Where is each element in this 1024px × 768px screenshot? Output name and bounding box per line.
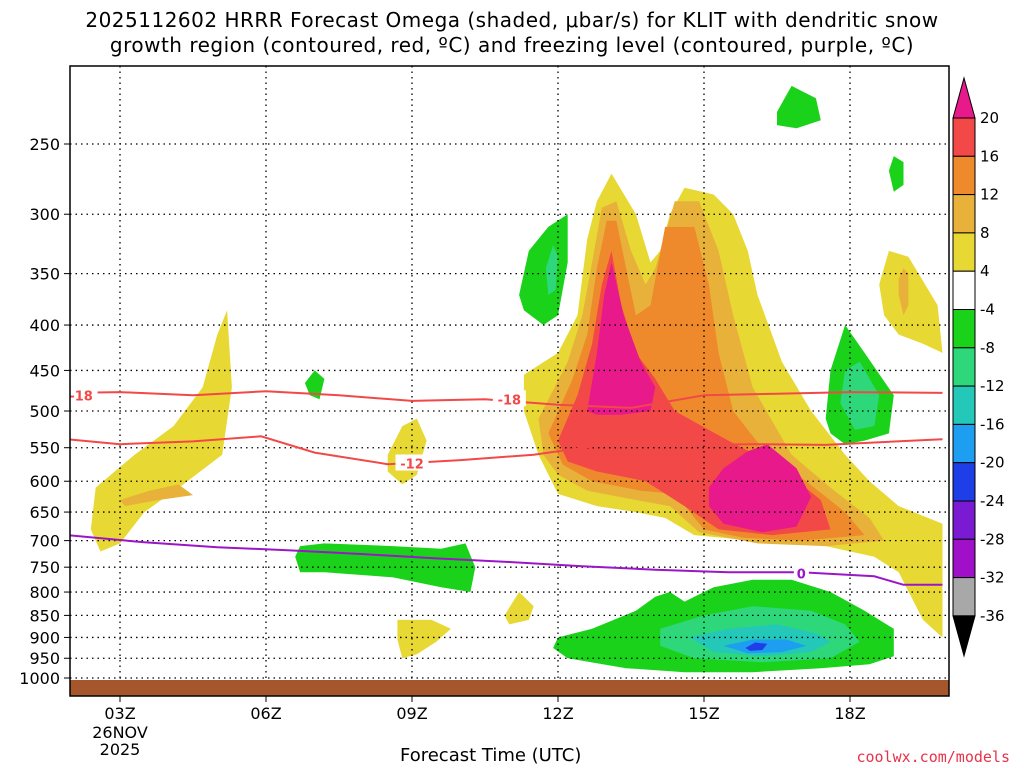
colorbar-top-arrow	[952, 76, 976, 119]
x-tick-label-06Z: 06Z	[250, 704, 281, 723]
colorbar-bin-12-to-8	[952, 347, 976, 387]
colorbar-label-32: -32	[980, 569, 1005, 587]
x-tick-label-12Z: 12Z	[542, 704, 573, 723]
y-tick-label-500: 500	[29, 402, 60, 421]
date-label-line-2: 2025	[100, 740, 141, 759]
y-tick-label-600: 600	[29, 472, 60, 491]
y-tick-label-1000: 1000	[19, 669, 60, 688]
y-tick-label-650: 650	[29, 503, 60, 522]
omega-region-upper-right-pocket	[879, 250, 943, 353]
y-tick-label-900: 900	[29, 628, 60, 647]
colorbar-label-24: -24	[980, 492, 1005, 510]
omega-region-08z-09z-low-level-pocket	[397, 619, 451, 659]
colorbar-label-36: -36	[980, 607, 1005, 625]
date-label-line-1: 26NOV	[92, 723, 148, 742]
colorbar-bin-20-to-16	[952, 423, 976, 464]
contour-freezing-level-0-c	[70, 534, 943, 586]
y-tick-label-550: 550	[29, 439, 60, 458]
colorbar-bin-4-to-8	[952, 232, 976, 272]
y-tick-label-300: 300	[29, 205, 60, 224]
colorbar: 20 16 12 8 4 -4 -8 -12 -16 -20 -24 -28 -32 -36	[952, 76, 1005, 658]
omega-region-upper-right-core	[898, 268, 909, 316]
y-tick-label-350: 350	[29, 265, 60, 284]
colorbar-label-8: -8	[980, 339, 995, 357]
plot-frame	[69, 65, 950, 697]
omega-region-sinking-19z-top	[888, 156, 904, 192]
colorbar-label-16: 16	[980, 147, 999, 165]
omega-region-03z-peak	[120, 484, 193, 507]
contour-label-dendritic-18-c-1: -18	[498, 393, 522, 408]
colorbar-bottom-arrow	[952, 615, 976, 658]
x-tick-label-15Z: 15Z	[688, 704, 719, 723]
colorbar-label-8: 8	[980, 224, 990, 242]
colorbar-label-4: -4	[980, 301, 995, 319]
colorbar-bin-4-to-4	[952, 270, 976, 311]
ground-surface	[70, 680, 949, 696]
omega-region-sinking-11z-12z-upper	[519, 214, 568, 325]
colorbar-bin-12-to-16	[952, 155, 976, 196]
omega-region-rising-motion-band-03z-05z-400-720-mb	[90, 310, 232, 552]
contour-label-dendritic-12-c-0: -12	[400, 457, 424, 472]
omega-region-sinking-07z-sliver	[304, 370, 325, 400]
y-tick-label-450: 450	[29, 361, 60, 380]
omega-region-sinking-11z-12z-core	[545, 245, 558, 295]
colorbar-label-20: 20	[980, 109, 999, 127]
colorbar-bin-32-to-28	[952, 538, 976, 579]
omega-shading	[90, 85, 943, 673]
omega-region-low-level-16z-core	[745, 642, 768, 651]
colorbar-bin-36-to-32	[952, 577, 976, 617]
colorbar-bin-24-to-20	[952, 462, 976, 502]
x-tick-label-09Z: 09Z	[396, 704, 427, 723]
colorbar-label-12: -12	[980, 377, 1005, 395]
contour-labels: -18 -18 -12 0	[64, 386, 809, 582]
colorbar-bin-8-to-12	[952, 194, 976, 234]
title-line-1: 2025112602 HRRR Forecast Omega (shaded, …	[85, 8, 939, 32]
colorbar-bin-16-to-20	[952, 117, 976, 157]
y-axis: 250 300 350 400 450 500 550 600 650 700 750 800 850 9…	[19, 135, 70, 688]
colorbar-label-28: -28	[980, 530, 1005, 548]
omega-region-11z-low-level-pocket	[504, 592, 534, 625]
contour-label-bg-freezing-level-0-c-0	[793, 564, 809, 581]
contour-label-freezing-level-0-c-0: 0	[797, 567, 806, 582]
colorbar-label-16: -16	[980, 415, 1005, 433]
colorbar-label-4: 4	[980, 262, 990, 280]
y-tick-label-950: 950	[29, 649, 60, 668]
y-tick-label-800: 800	[29, 583, 60, 602]
contour-dendritic-18-c	[70, 390, 943, 409]
colorbar-bin-28-to-24	[952, 500, 976, 540]
site-credit[interactable]: coolwx.com/models	[856, 748, 1010, 766]
contour-label-bg-dendritic-12-c-0	[395, 454, 429, 471]
omega-region-upper-core-13z-14z	[587, 262, 656, 415]
omega-region-lower-core-16z	[708, 444, 812, 533]
y-tick-label-850: 850	[29, 606, 60, 625]
colorbar-bin-16-to-12	[952, 385, 976, 425]
colorbar-bin-8-to-4	[952, 309, 976, 349]
y-tick-label-250: 250	[29, 135, 60, 154]
x-axis-label: Forecast Time (UTC)	[400, 745, 582, 766]
colorbar-label-20: -20	[980, 454, 1005, 472]
x-tick-label-18Z: 18Z	[834, 704, 865, 723]
y-tick-label-750: 750	[29, 558, 60, 577]
title-line-2: growth region (contoured, red, ºC) and f…	[109, 33, 915, 57]
omega-region-08z-09z-pocket	[387, 418, 427, 485]
temperature-contours	[70, 390, 943, 586]
colorbar-label-12: 12	[980, 186, 999, 204]
omega-region-sinking-07z-10z	[295, 543, 476, 592]
x-tick-label-03Z: 03Z	[104, 704, 135, 723]
omega-region-sinking-16z-top	[777, 85, 821, 129]
contour-label-dendritic-18-c-0: -18	[69, 389, 93, 404]
contour-label-bg-dendritic-18-c-0	[64, 386, 98, 403]
y-tick-label-700: 700	[29, 532, 60, 551]
contour-dendritic-12-c	[70, 435, 943, 466]
y-tick-label-400: 400	[29, 316, 60, 335]
contour-label-bg-dendritic-18-c-1	[492, 390, 526, 407]
